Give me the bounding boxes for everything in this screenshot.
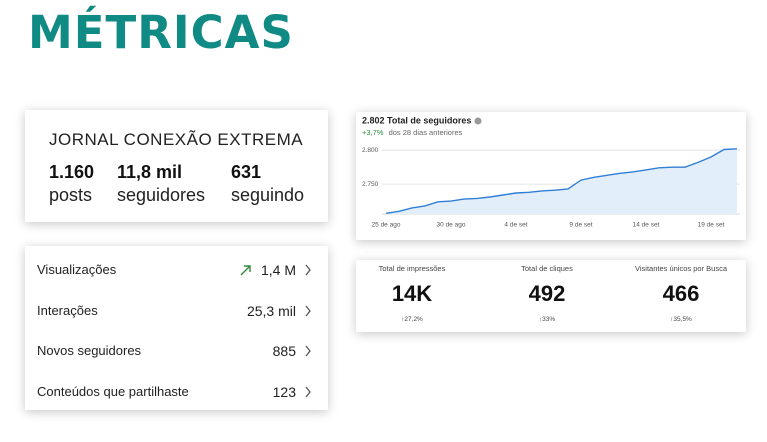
stat-label: seguindo (231, 185, 305, 205)
area (386, 148, 737, 214)
chart: 2.802 Total de seguidores +3,7% dos 28 d… (362, 115, 740, 229)
chart-subtitle-group: +3,7% dos 28 dias anteriores (362, 128, 463, 137)
x-tick-label: 4 de set (504, 222, 527, 229)
summary-value: 492 (528, 281, 566, 306)
chevron (305, 386, 311, 397)
summary-value: 466 (662, 281, 700, 306)
stat-value: 631 (231, 162, 262, 182)
metric-value: 123 (272, 383, 296, 400)
summary-change: ↑27,2% (401, 316, 423, 323)
summary-change: ↑33% (538, 316, 556, 323)
summary-title: Visitantes únicos por Busca (635, 264, 727, 273)
profile-card: JORNAL CONEXÃO EXTREMA 1.160 posts 11,8 mi… (25, 110, 328, 222)
summary-change: ↑35,5% (670, 316, 692, 323)
summary-value: 14K (391, 281, 433, 306)
line (385, 148, 738, 214)
metrics-card: Visualizações 1,4 M Interações 25,3 mil Novo… (25, 246, 328, 410)
summary-title: Total de impressões (378, 264, 446, 273)
stat-label: seguidores (117, 185, 206, 205)
page-title: MÉTRICAS (28, 6, 294, 59)
chart-title: 2.802 Total de seguidores (362, 115, 471, 125)
metric-row[interactable]: Interações 25,3 mil (25, 303, 328, 323)
x-tick-label: 9 de set (569, 222, 592, 229)
x-tick-label: 14 de set (633, 222, 660, 229)
metric-label: Novos seguidores (37, 343, 142, 358)
chart-subtitle: dos 28 dias anteriores (389, 128, 463, 137)
chevron-path (305, 264, 311, 276)
metric-row[interactable]: Conteúdos que partilhaste 123 (25, 384, 328, 404)
stat-value: 1.160 (49, 162, 95, 182)
summary-item: Visitantes únicos por Busca 466 ↑35,5% (616, 260, 746, 332)
chevron-path (305, 305, 311, 316)
chart-card: 2.802 Total de seguidores +3,7% dos 28 d… (356, 112, 746, 240)
chevron-path (305, 386, 311, 397)
x-tick-label: 30 de ago (437, 222, 466, 229)
summary-item: Total de impressões 14K ↑27,2% (347, 260, 477, 332)
metric-label: Interações (37, 302, 98, 318)
y-tick-label: 2.750 (362, 181, 379, 188)
metric-value: 885 (272, 343, 296, 359)
chevron (305, 345, 311, 357)
stat-value: 11,8 mil (117, 162, 183, 182)
metric-label: Visualizações (37, 262, 117, 277)
trend-icon (240, 265, 251, 276)
summary-title: Total de cliques (521, 264, 573, 273)
metric-value: 1,4 M (260, 262, 296, 278)
metric-row[interactable]: Visualizações 1,4 M (25, 262, 328, 282)
metric-label: Conteúdos que partilhaste (37, 383, 189, 399)
chart-change: +3,7% (362, 128, 384, 137)
chevron-path (305, 345, 311, 357)
stat-label: posts (49, 185, 93, 205)
summary-card: Total de impressões 14K ↑27,2% Total de cli… (356, 260, 746, 332)
metric-value: 25,3 mil (246, 302, 296, 319)
chevron (305, 305, 311, 316)
x-tick-label: 25 de ago (372, 222, 401, 229)
summary-item: Total de cliques 492 ↑33% (482, 260, 612, 332)
metric-row[interactable]: Novos seguidores 885 (25, 343, 328, 363)
trend-arrow (240, 265, 251, 276)
y-tick-label: 2.800 (362, 147, 379, 154)
x-tick-label: 19 de set (698, 222, 725, 229)
info-icon (474, 117, 482, 125)
profile-name: JORNAL CONEXÃO EXTREMA (49, 130, 304, 149)
chevron (305, 264, 311, 276)
